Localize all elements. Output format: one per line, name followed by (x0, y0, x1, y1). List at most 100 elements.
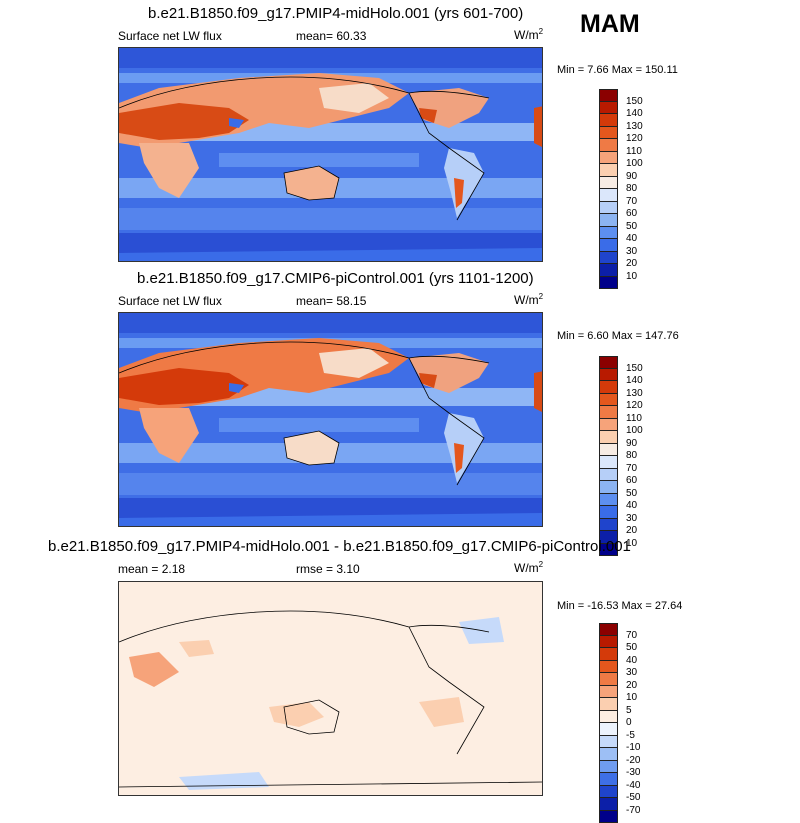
panel3-units: W/m2 (514, 560, 543, 575)
colorbar-swatch (599, 114, 618, 127)
colorbar-swatch (599, 648, 618, 661)
colorbar-swatch (599, 177, 618, 190)
colorbar-swatch (599, 227, 618, 240)
colorbar-tick-label: 60 (626, 476, 637, 486)
colorbar-tick-label: 20 (626, 526, 637, 536)
colorbar-swatch (599, 356, 618, 369)
units-text: W/m (514, 561, 539, 575)
colorbar-tick-label: 40 (626, 501, 637, 511)
colorbar-tick-label: 5 (626, 706, 632, 716)
panel3-map (118, 581, 543, 796)
panel3-title: b.e21.B1850.f09_g17.PMIP4-midHolo.001 - … (48, 538, 631, 555)
colorbar-tick-label: 150 (626, 97, 643, 107)
colorbar-swatch (599, 264, 618, 277)
panel1-minmax: Min = 7.66 Max = 150.11 (557, 64, 678, 76)
colorbar-swatch (599, 811, 618, 823)
colorbar-swatch (599, 723, 618, 736)
colorbar-swatch (599, 381, 618, 394)
colorbar-tick-label: 140 (626, 109, 643, 119)
colorbar-swatch (599, 152, 618, 165)
colorbar-tick-label: 70 (626, 197, 637, 207)
panel1-title: b.e21.B1850.f09_g17.PMIP4-midHolo.001 (y… (148, 5, 523, 22)
colorbar-swatch (599, 277, 618, 290)
panel2-minmax: Min = 6.60 Max = 147.76 (557, 330, 679, 342)
units-text: W/m (514, 293, 539, 307)
colorbar-swatch (599, 189, 618, 202)
panel1-colorbar (599, 89, 618, 289)
panel2-map (118, 312, 543, 527)
units-text: W/m (514, 28, 539, 42)
colorbar-tick-label: -20 (626, 756, 640, 766)
colorbar-tick-label: 30 (626, 668, 637, 678)
colorbar-tick-label: 40 (626, 234, 637, 244)
panel2-mean-label: mean= 58.15 (296, 294, 366, 308)
colorbar-swatch (599, 481, 618, 494)
colorbar-swatch (599, 686, 618, 699)
colorbar-swatch (599, 673, 618, 686)
colorbar-swatch (599, 786, 618, 799)
colorbar-tick-label: 120 (626, 134, 643, 144)
colorbar-swatch (599, 139, 618, 152)
colorbar-tick-label: -10 (626, 743, 640, 753)
colorbar-tick-label: -40 (626, 781, 640, 791)
units-exponent: 2 (539, 27, 543, 36)
colorbar-tick-label: -50 (626, 793, 640, 803)
panel1-map (118, 47, 543, 262)
colorbar-tick-label: 140 (626, 376, 643, 386)
colorbar-tick-label: 70 (626, 464, 637, 474)
colorbar-swatch (599, 406, 618, 419)
colorbar-tick-label: 150 (626, 364, 643, 374)
colorbar-swatch (599, 444, 618, 457)
colorbar-swatch (599, 623, 618, 636)
colorbar-swatch (599, 748, 618, 761)
units-exponent: 2 (539, 560, 543, 569)
colorbar-swatch (599, 698, 618, 711)
panel1-units: W/m2 (514, 27, 543, 42)
colorbar-tick-label: 120 (626, 401, 643, 411)
colorbar-tick-label: 130 (626, 122, 643, 132)
colorbar-tick-label: 90 (626, 439, 637, 449)
colorbar-swatch (599, 431, 618, 444)
panel2-title: b.e21.B1850.f09_g17.CMIP6-piControl.001 … (137, 270, 534, 287)
colorbar-swatch (599, 214, 618, 227)
season-label: MAM (580, 10, 640, 39)
colorbar-swatch (599, 252, 618, 265)
colorbar-swatch (599, 394, 618, 407)
colorbar-tick-label: 0 (626, 718, 632, 728)
colorbar-swatch (599, 661, 618, 674)
colorbar-swatch (599, 761, 618, 774)
colorbar-tick-label: 10 (626, 693, 637, 703)
colorbar-tick-label: 110 (626, 414, 642, 424)
colorbar-swatch (599, 469, 618, 482)
colorbar-tick-label: 100 (626, 426, 643, 436)
colorbar-swatch (599, 127, 618, 140)
colorbar-swatch (599, 89, 618, 102)
panel1-variable-label: Surface net LW flux (118, 29, 222, 43)
colorbar-tick-label: 40 (626, 656, 637, 666)
colorbar-swatch (599, 736, 618, 749)
units-exponent: 2 (539, 292, 543, 301)
colorbar-swatch (599, 636, 618, 649)
colorbar-swatch (599, 102, 618, 115)
colorbar-swatch (599, 419, 618, 432)
colorbar-tick-label: 60 (626, 209, 637, 219)
colorbar-swatch (599, 506, 618, 519)
colorbar-swatch (599, 494, 618, 507)
colorbar-swatch (599, 456, 618, 469)
colorbar-swatch (599, 202, 618, 215)
colorbar-tick-label: 20 (626, 259, 637, 269)
colorbar-tick-label: 30 (626, 247, 637, 257)
colorbar-tick-label: -30 (626, 768, 640, 778)
panel3-mean-label: mean = 2.18 (118, 562, 185, 576)
colorbar-swatch (599, 519, 618, 532)
colorbar-tick-label: 20 (626, 681, 637, 691)
panel2-units: W/m2 (514, 292, 543, 307)
colorbar-tick-label: 90 (626, 172, 637, 182)
panel2-variable-label: Surface net LW flux (118, 294, 222, 308)
panel3-rmse-label: rmse = 3.10 (296, 562, 360, 576)
colorbar-tick-label: 70 (626, 631, 637, 641)
colorbar-swatch (599, 711, 618, 724)
colorbar-tick-label: 50 (626, 643, 637, 653)
colorbar-tick-label: -5 (626, 731, 635, 741)
colorbar-swatch (599, 773, 618, 786)
